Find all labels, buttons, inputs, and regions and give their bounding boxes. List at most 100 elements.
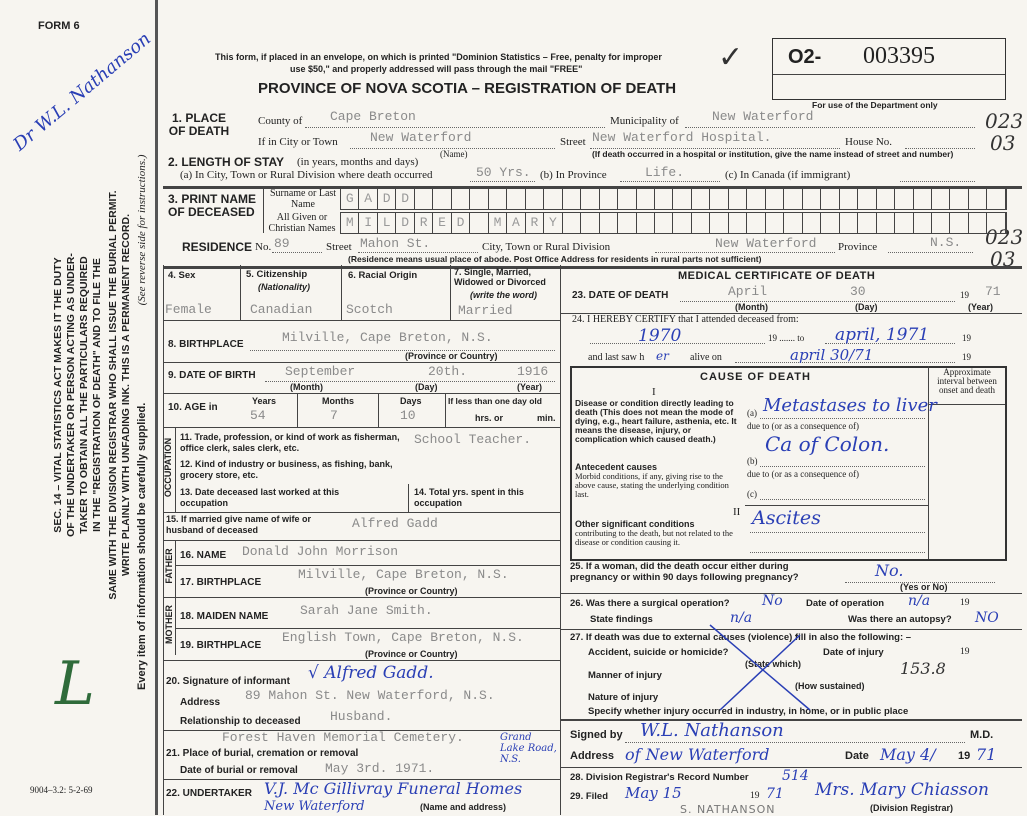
trade-value: School Teacher. — [414, 432, 532, 447]
last-worked-label: 13. Date deceased last worked at this oc… — [180, 487, 340, 508]
city-label: If in City or Town — [258, 136, 338, 148]
autopsy-label: Was there an autopsy? — [848, 614, 952, 625]
year-hint: (Year) — [968, 302, 994, 312]
attended-from: 1970 — [638, 326, 682, 346]
deceased-name-label: 3. PRINT NAME OF DECEASED — [168, 192, 257, 219]
operation-date-label: Date of operation — [806, 598, 885, 609]
burial-date-label: Date of burial or removal — [180, 765, 298, 776]
informant-signature: √ Alfred Gadd. — [308, 663, 434, 683]
informant-signature-label: 20. Signature of informant — [166, 676, 290, 687]
citizenship-label: 5. Citizenship — [246, 269, 308, 280]
city-value: New Waterford — [370, 130, 472, 145]
form-number: FORM 6 — [38, 20, 80, 32]
father-side-label: FATHER — [164, 548, 174, 584]
county-value: Cape Breton — [330, 109, 416, 124]
province-hint: (Province or Country) — [365, 649, 458, 659]
name-hint: (Name) — [440, 149, 468, 159]
age-years: 54 — [250, 408, 266, 423]
statute-line: SAME WITH THE DIVISION REGISTRAR WHO SHA… — [107, 190, 119, 600]
residence-province-value: N.S. — [930, 235, 962, 250]
cause-a-label: (a) — [747, 408, 757, 418]
age-months: 7 — [330, 408, 338, 423]
mother-birthplace-label: 19. BIRTHPLACE — [180, 640, 262, 651]
reg-prefix: O2- — [788, 46, 822, 68]
statute-line: SEC. 14 – VITAL STATISTICS ACT MAKES IT … — [52, 257, 64, 533]
last-saw-suffix: er — [656, 349, 669, 363]
residence-hint: (Residence means usual place of abode. P… — [348, 254, 762, 264]
father-birthplace-label: 17. BIRTHPLACE — [180, 577, 262, 588]
relationship-value: Husband. — [330, 709, 393, 724]
day-hint: (Day) — [855, 302, 878, 312]
residence-city-value: New Waterford — [715, 236, 817, 251]
other-conditions-value: Ascites — [752, 507, 821, 529]
statute-notice: SEC. 14 – VITAL STATISTICS ACT MAKES IT … — [52, 150, 133, 640]
autopsy-value: NO — [975, 610, 999, 626]
mother-maiden-label: 18. MAIDEN NAME — [180, 611, 269, 622]
how-sustained-hint: (How sustained) — [795, 681, 865, 691]
relationship-label: Relationship to deceased — [180, 716, 301, 727]
attended-to: april, 1971 — [835, 325, 930, 345]
stay-city-label: (a) In City, Town or Rural Division wher… — [180, 169, 433, 181]
mail-notice: This form, if placed in an envelope, on … — [215, 52, 662, 62]
undertaker-hint: (Name and address) — [420, 802, 507, 812]
street-value: New Waterford Hospital. — [592, 130, 772, 145]
stay-province-label: (b) In Province — [540, 169, 607, 181]
birthplace-label: 8. BIRTHPLACE — [168, 339, 244, 350]
undertaker-label: 22. UNDERTAKER — [166, 788, 252, 799]
mother-side-label: MOTHER — [164, 605, 174, 644]
other-conditions-label: contributing to the death, but not relat… — [575, 528, 733, 547]
interval-label: Approximate interval between onset and d… — [937, 367, 997, 395]
municipality-label: Municipality of — [610, 115, 679, 127]
months-label: Months — [322, 396, 354, 406]
physician-address: of New Waterford — [625, 745, 770, 764]
registration-number-box: O2- 003395 — [772, 38, 1006, 100]
filed-year: 71 — [766, 786, 784, 802]
statute-line: WRITE PLAINLY WITH UNFADING INK. THIS IS… — [120, 213, 132, 577]
sex-label: 4. Sex — [168, 270, 196, 281]
date-of-death-label: 23. DATE OF DEATH — [572, 290, 669, 301]
stay-hint: (in years, months and days) — [297, 156, 419, 168]
due-to-label: due to (or as a consequence of) — [747, 421, 859, 431]
signed-by-label: Signed by — [570, 729, 623, 741]
length-of-stay-label: 2. LENGTH OF STAY — [168, 155, 285, 169]
margin-initial: L — [55, 649, 95, 719]
alive-on-value: april 30/71 — [790, 346, 874, 364]
cross-out-mark — [709, 624, 811, 711]
cause-c-label: (c) — [747, 489, 757, 499]
age-days: 10 — [400, 408, 416, 423]
undertaker-town: New Waterford — [264, 799, 365, 814]
burial-place-label: 21. Place of burial, cremation or remova… — [166, 748, 359, 759]
every-item-note: Every item of information should be care… — [136, 402, 148, 690]
filed-date: May 15 — [625, 784, 682, 802]
medical-certificate-title: MEDICAL CERTIFICATE OF DEATH — [678, 270, 876, 282]
month-hint: (Month) — [290, 382, 323, 392]
injury-date-label: Date of injury — [823, 647, 884, 658]
antecedent-label: Morbid conditions, if any, giving rise t… — [575, 471, 729, 499]
death-year: 71 — [985, 284, 1001, 299]
registrar-label: (Division Registrar) — [870, 803, 954, 813]
citizenship-hint: (Nationality) — [258, 282, 311, 292]
citizenship-value: Canadian — [250, 302, 313, 317]
signoff-year: 71 — [976, 745, 997, 764]
manner-label: Manner of injury — [588, 670, 662, 681]
dob-label: 9. DATE OF BIRTH — [168, 370, 256, 381]
manner-code: 153.8 — [900, 659, 946, 678]
street-label: Street — [560, 136, 586, 148]
house-no-label: House No. — [845, 136, 893, 148]
father-name-value: Donald John Morrison — [242, 544, 399, 559]
record-number-label: 28. Division Registrar's Record Number — [570, 772, 749, 783]
residence-city-label: City, Town or Rural Division — [482, 241, 611, 253]
age-label: 10. AGE in — [168, 402, 218, 413]
years-label: Years — [252, 396, 277, 406]
racial-origin-value: Scotch — [346, 302, 393, 317]
municipality-value: New Waterford — [712, 109, 814, 124]
year-prefix: 19 — [962, 333, 971, 343]
signoff-date: May 4/ — [880, 745, 936, 764]
name-stamp: S. NATHANSON — [680, 803, 776, 816]
death-year-prefix: 19 — [960, 290, 969, 300]
hospital-hint: (If death occurred in a hospital or inst… — [592, 149, 954, 159]
cause-a-value: Metastases to liver — [763, 395, 937, 416]
alive-on-label: alive on — [690, 352, 722, 363]
dob-year: 1916 — [517, 364, 549, 379]
